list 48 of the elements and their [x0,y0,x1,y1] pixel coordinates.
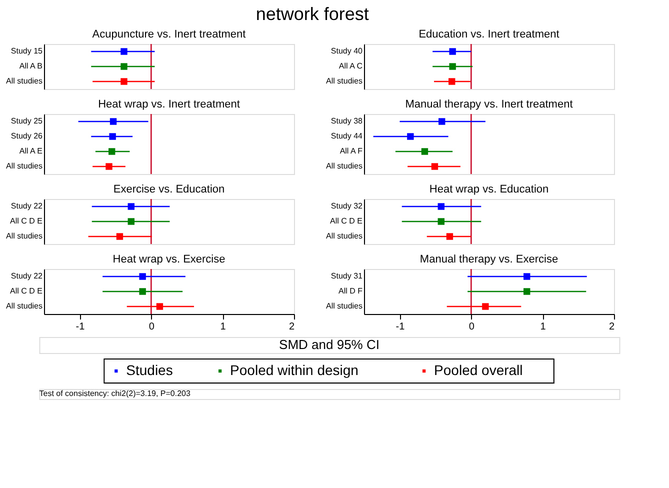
y-tick-label: All studies [6,76,42,86]
y-tick-label: All C D E [10,286,42,296]
y-tick-label: All C D E [10,216,42,226]
chart-title: Manual therapy vs. Inert treatment [405,98,573,110]
chart-title: Heat wrap vs. Exercise [112,253,226,266]
y-tick-label: All studies [326,76,362,86]
y-tick-label: Study 32 [330,202,364,210]
y-tick-label: All studies [6,162,42,170]
y-tick-label: Study 31 [330,272,364,280]
x-tick-label: 2 [608,322,615,332]
chart-title: Education vs. Inert treatment [418,28,560,40]
y-tick-label: All D F [338,286,363,296]
x-tick-label: 1 [220,322,226,332]
y-tick-label: Study 44 [330,132,364,140]
chart-title: Acupuncture vs. Inert treatment [92,28,246,40]
y-tick-label: Study 38 [330,116,364,126]
y-tick-label: Study 22 [10,202,44,210]
x-tick-label: 0 [148,322,155,332]
legend-label: Studies [126,362,173,378]
text: Test of consistency: chi2(2)=3.19, P=0.203 [39,389,191,398]
y-tick-label: All A F [340,146,363,156]
y-tick-label: Study 26 [10,132,44,140]
chart-title: Heat wrap vs. Inert treatment [98,98,240,110]
legend-label: Pooled overall [434,362,523,378]
y-tick-label: Study 22 [10,272,44,280]
x-tick-label: 0 [468,322,475,332]
chart-title: Heat wrap vs. Education [429,183,549,196]
y-tick-label: All studies [326,302,362,310]
y-tick-label: Study 25 [10,116,44,126]
x-tick-label: -1 [76,322,86,332]
x-tick-label: 2 [288,322,295,332]
y-tick-label: All A B [19,62,42,70]
y-tick-label: All A C [338,62,363,70]
x-tick-label: -1 [396,322,406,332]
y-tick-label: All A E [19,146,42,156]
text: SMD and 95% CI [279,337,380,352]
y-tick-label: All studies [6,232,42,240]
y-tick-label: All studies [6,302,42,310]
chart-title: Manual therapy vs. Exercise [420,253,558,266]
y-tick-label: Study 40 [330,46,364,56]
x-tick-label: 1 [540,322,546,332]
text: network forest [256,4,369,24]
y-tick-label: All studies [326,162,362,170]
y-tick-label: All studies [326,232,362,240]
y-tick-label: Study 15 [10,46,44,56]
legend-label: Pooled within design [230,362,358,378]
y-tick-label: All C D E [330,216,362,226]
chart-title: Exercise vs. Education [113,183,225,196]
